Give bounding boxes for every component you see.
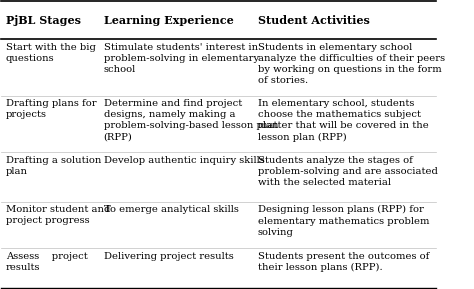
Text: Learning Experience: Learning Experience bbox=[103, 15, 233, 26]
Text: Drafting plans for
projects: Drafting plans for projects bbox=[6, 99, 96, 119]
Text: Students present the outcomes of
their lesson plans (RPP).: Students present the outcomes of their l… bbox=[258, 252, 429, 272]
Text: Determine and find project
designs, namely making a
problem-solving-based lesson: Determine and find project designs, name… bbox=[103, 99, 278, 141]
Text: Start with the big
questions: Start with the big questions bbox=[6, 42, 96, 63]
Text: Students analyze the stages of
problem-solving and are associated
with the selec: Students analyze the stages of problem-s… bbox=[258, 156, 438, 187]
Text: To emerge analytical skills: To emerge analytical skills bbox=[103, 205, 238, 214]
Text: Stimulate students' interest in
problem-solving in elementary
school: Stimulate students' interest in problem-… bbox=[103, 42, 259, 74]
Text: Drafting a solution
plan: Drafting a solution plan bbox=[6, 156, 101, 176]
Text: Student Activities: Student Activities bbox=[258, 15, 370, 26]
Text: Designing lesson plans (RPP) for
elementary mathematics problem
solving: Designing lesson plans (RPP) for element… bbox=[258, 205, 429, 237]
Text: Develop authentic inquiry skills: Develop authentic inquiry skills bbox=[103, 156, 264, 165]
Text: Monitor student and
project progress: Monitor student and project progress bbox=[6, 205, 110, 225]
Text: Assess    project
results: Assess project results bbox=[6, 252, 88, 272]
Text: Delivering project results: Delivering project results bbox=[103, 252, 233, 261]
Text: PjBL Stages: PjBL Stages bbox=[6, 15, 81, 26]
Text: In elementary school, students
choose the mathematics subject
matter that will b: In elementary school, students choose th… bbox=[258, 99, 428, 142]
Text: Students in elementary school
analyze the difficulties of their peers
by working: Students in elementary school analyze th… bbox=[258, 42, 445, 85]
